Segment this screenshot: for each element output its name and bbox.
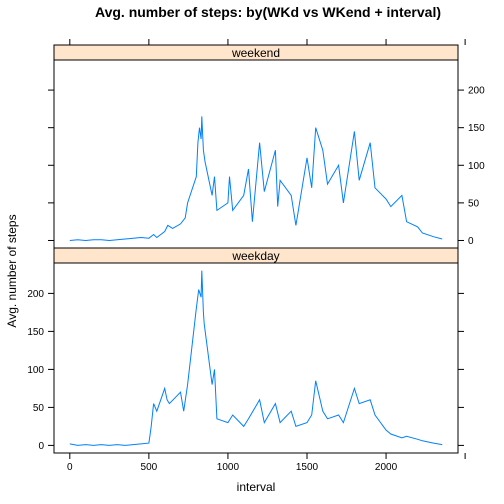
x-axis-label: interval	[237, 480, 276, 494]
x-tick-label: 500	[141, 462, 158, 473]
y-tick-label: 0	[38, 441, 44, 452]
plot-frame-weekday	[53, 262, 459, 454]
series-line-weekday	[69, 270, 443, 446]
chart-title: Avg. number of steps: by(WKd vs WKend + …	[95, 4, 441, 20]
x-tick-label: 0	[67, 462, 73, 473]
panel-weekend: weekend 0 50 100 150 200	[48, 44, 485, 249]
y-tick-label: 100	[27, 365, 44, 376]
y-tick-label: 50	[468, 198, 480, 209]
y-tick-label: 200	[27, 289, 44, 300]
y-tick-label: 0	[468, 236, 474, 247]
strip-label-weekend: weekend	[231, 46, 280, 60]
strip-label-weekday: weekday	[231, 249, 279, 263]
y-tick-label: 150	[468, 123, 485, 134]
ticks-weekday: 0 50 100 150 200	[27, 289, 464, 452]
series-line-weekend	[69, 116, 443, 242]
y-tick-label: 150	[27, 327, 44, 338]
x-tick-label: 1000	[217, 462, 240, 473]
y-tick-label: 100	[468, 161, 485, 172]
y-tick-label: 50	[33, 403, 45, 414]
ticks-weekend: 0 50 100 150 200	[48, 86, 485, 247]
x-tick-label: 2000	[375, 462, 398, 473]
x-axis-ticks: 0 500 1000 1500 2000	[67, 39, 466, 473]
y-tick-label: 200	[468, 86, 485, 97]
panel-weekday: weekday 0 50 100 150 200	[27, 247, 464, 454]
y-axis-label: Avg. number of steps	[5, 214, 19, 327]
x-tick-label: 1500	[296, 462, 319, 473]
